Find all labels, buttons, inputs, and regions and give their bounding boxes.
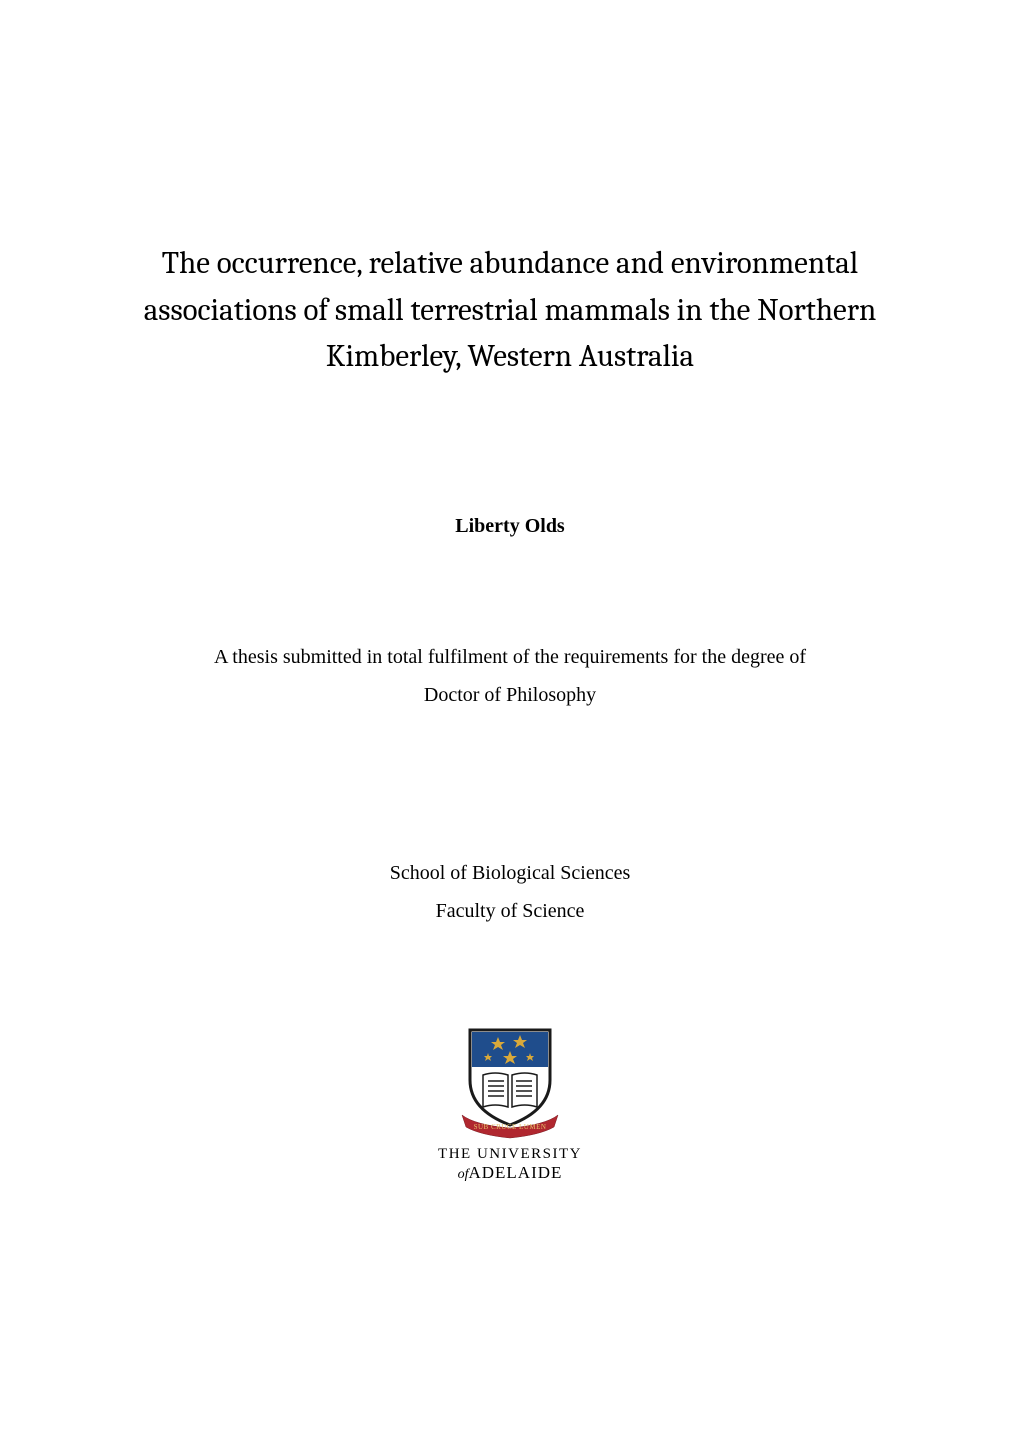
thesis-title: The occurrence, relative abundance and e… [110,240,910,380]
university-name-of: of [458,1167,469,1182]
submission-statement: A thesis submitted in total fulfilment o… [110,638,910,714]
university-name-adelaide: ADELAIDE [468,1163,562,1182]
university-name-line1: THE UNIVERSITY [438,1146,582,1163]
university-name: THE UNIVERSITY ofADELAIDE [438,1146,582,1183]
university-crest-icon: SUB CRUCE LUMEN [450,1025,570,1140]
author-name: Liberty Olds [110,515,910,538]
logo-motto: SUB CRUCE LUMEN [474,1123,547,1131]
submission-line-2: Doctor of Philosophy [110,676,910,714]
title-page: The occurrence, relative abundance and e… [0,0,1020,1442]
university-logo: SUB CRUCE LUMEN THE UNIVERSITY ofADELAID… [438,1025,582,1183]
school-line-1: School of Biological Sciences [110,854,910,892]
university-name-line2: ofADELAIDE [438,1163,582,1183]
school-faculty: School of Biological Sciences Faculty of… [110,854,910,930]
submission-line-1: A thesis submitted in total fulfilment o… [110,638,910,676]
school-line-2: Faculty of Science [110,892,910,930]
